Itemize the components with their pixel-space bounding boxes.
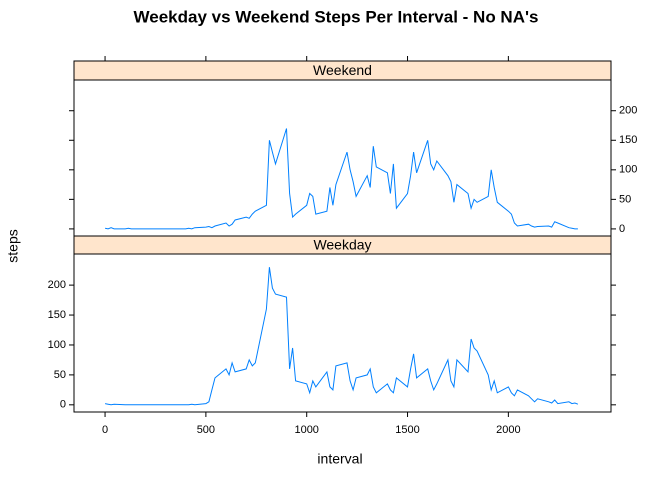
y-tick-label: 0 [60,399,66,411]
y-tick-label: 50 [54,369,66,381]
strip-label: Weekday [313,237,371,253]
y-tick-label: 100 [619,164,637,176]
series-line [105,128,578,230]
series-line [105,267,579,406]
chart-title: Weekday vs Weekend Steps Per Interval - … [134,7,539,26]
y-tick-label: 150 [619,134,637,146]
x-tick-label: 1000 [294,424,318,436]
y-tick-label: 0 [619,223,625,235]
x-tick-label: 500 [197,424,215,436]
x-tick-label: 0 [102,424,108,436]
y-tick-label: 200 [48,279,66,291]
y-tick-label: 200 [619,105,637,117]
y-axis-label: steps [5,229,21,262]
strip-label: Weekend [313,62,372,78]
x-axis-label: interval [317,451,362,467]
y-tick-label: 50 [619,193,631,205]
y-tick-label: 100 [48,339,66,351]
y-tick-label: 150 [48,309,66,321]
x-tick-label: 1500 [395,424,419,436]
panel [73,79,612,237]
panel [73,253,612,413]
x-tick-label: 2000 [496,424,520,436]
